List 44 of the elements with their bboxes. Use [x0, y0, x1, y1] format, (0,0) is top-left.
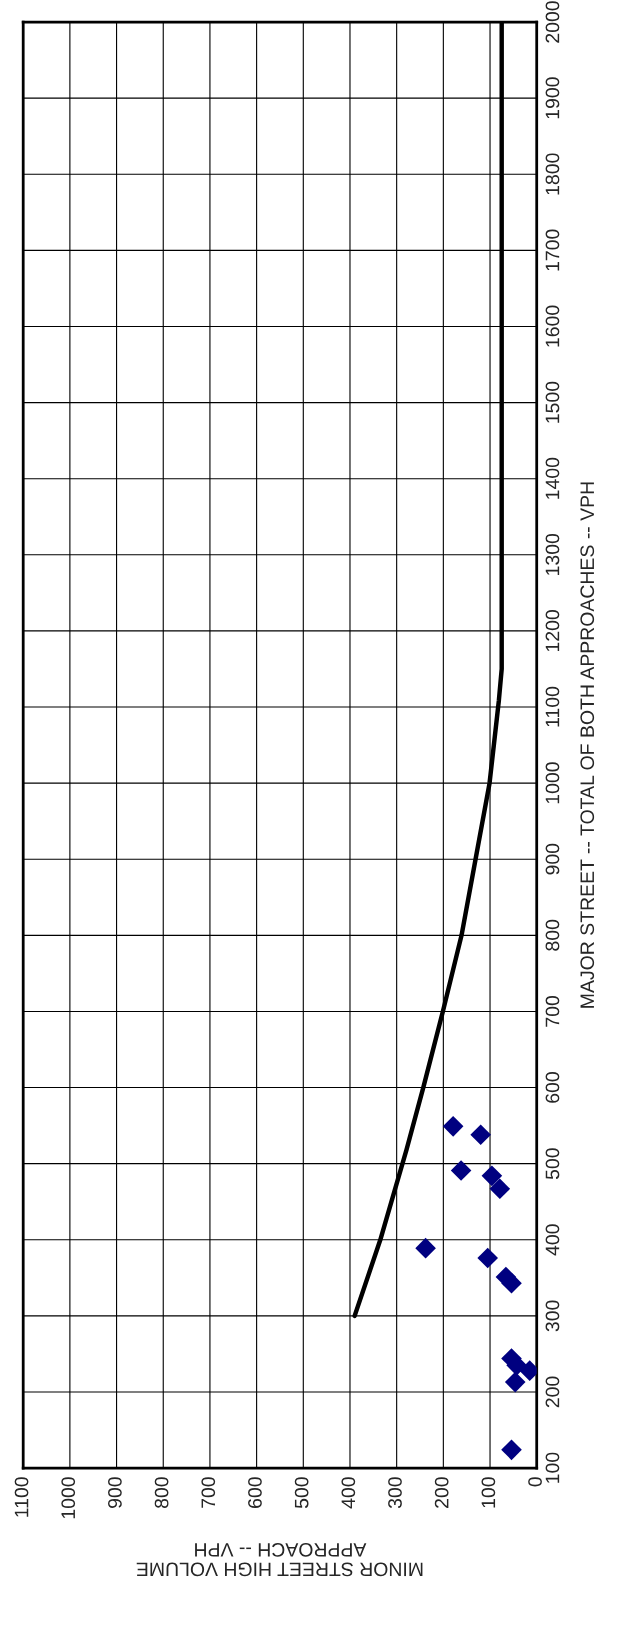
x-tick-label: 1100 [14, 1477, 29, 1517]
point [489, 1178, 511, 1200]
point [501, 1439, 522, 1461]
y-tick-label: 700 [545, 995, 560, 1027]
y-tick-label: 1800 [545, 153, 560, 195]
y-tick-label: 800 [545, 919, 560, 951]
y-tick-label: 1100 [545, 686, 560, 727]
y-axis-title: MAJOR STREET -- TOTAL OF BOTH APPROACHES -- VPH [580, 482, 595, 1008]
y-tick-label: 1700 [545, 229, 560, 271]
point [501, 1272, 522, 1294]
y-tick-label: 900 [545, 843, 560, 875]
y-tick-label: 600 [545, 1072, 560, 1103]
y-tick-label: 200 [545, 1376, 560, 1408]
y-tick-label: 1200 [545, 610, 560, 652]
point [477, 1247, 498, 1269]
y-tick-label: 1600 [545, 305, 560, 347]
x-tick-label: 900 [108, 1477, 122, 1508]
y-tick-label: 1500 [545, 381, 560, 423]
x-tick-label: 700 [201, 1477, 216, 1508]
point [470, 1124, 491, 1146]
x-tick-label: 600 [248, 1477, 262, 1508]
x-axis-title: MINOR STREET HIGH VOLUME APPROACH -- VPH [136, 1542, 423, 1577]
point [442, 1116, 464, 1137]
y-tick-label: 1000 [545, 762, 560, 804]
y-tick-label: 300 [545, 1300, 560, 1332]
x-tick-label: 200 [434, 1477, 449, 1508]
x-tick-label: 800 [154, 1477, 169, 1509]
y-tick-label: 100 [545, 1452, 560, 1483]
y-tick-label: 1300 [545, 533, 560, 575]
y-tick-label: 1900 [545, 77, 560, 119]
x-tick-label: 1000 [61, 1477, 76, 1519]
y-tick-label: 2000 [545, 1, 560, 43]
x-tick-label: 300 [388, 1477, 402, 1509]
x-tick-label: 0 [528, 1477, 542, 1487]
x-tick-label: 400 [341, 1477, 356, 1509]
y-tick-label: 500 [545, 1148, 560, 1180]
x-tick-label: 500 [294, 1477, 309, 1509]
point [450, 1160, 472, 1181]
point [415, 1237, 436, 1259]
point [481, 1165, 503, 1187]
x-tick-label: 100 [481, 1477, 496, 1508]
y-tick-label: 1400 [545, 457, 560, 499]
point [504, 1371, 526, 1393]
y-tick-label: 400 [545, 1224, 560, 1256]
